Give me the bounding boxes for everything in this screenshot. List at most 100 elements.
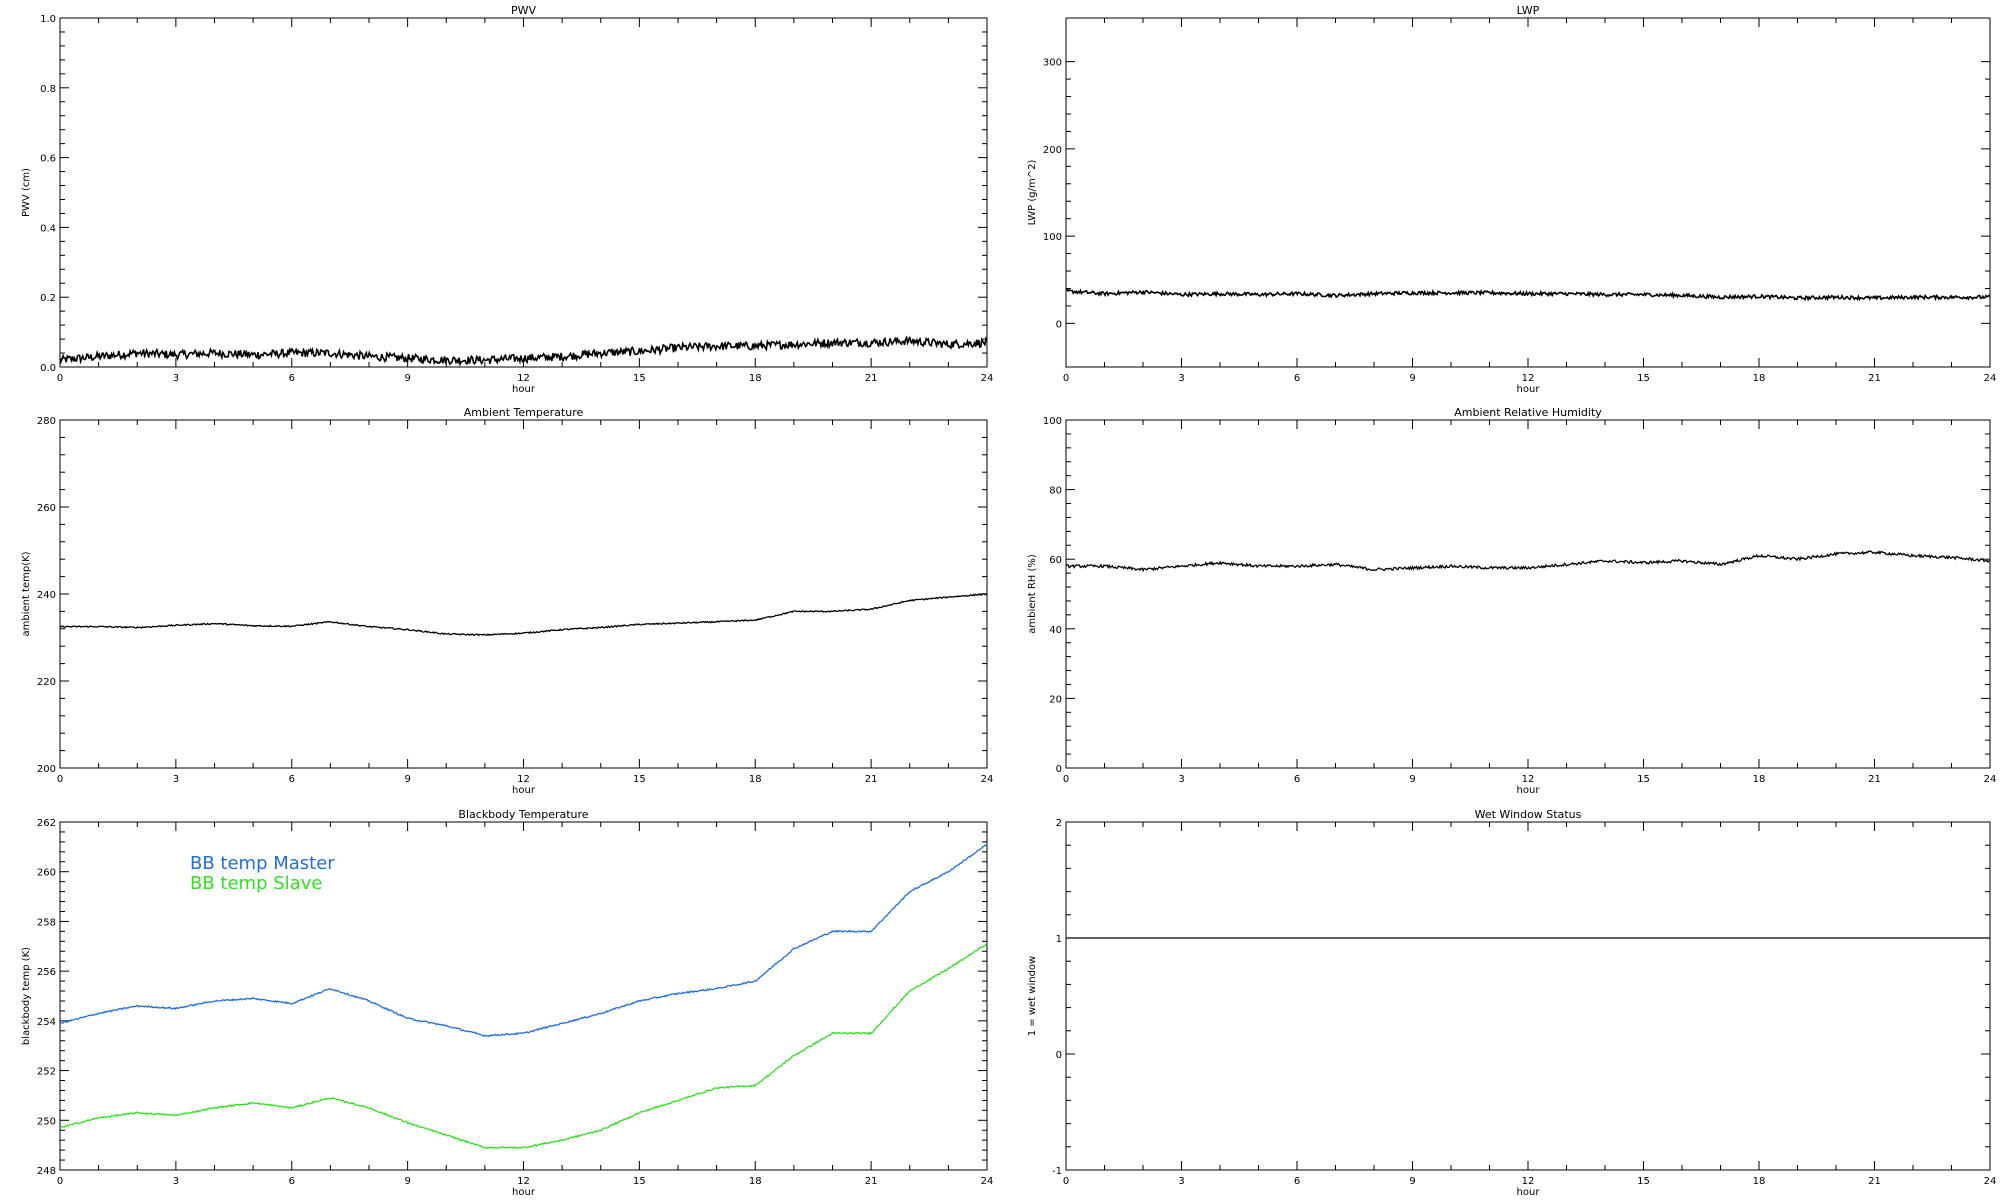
x-tick-label: 9 [404, 774, 410, 785]
x-tick-label: 12 [1522, 373, 1535, 384]
x-tick-label: 24 [1984, 774, 1997, 785]
bb-temp-slave-series-line [60, 942, 988, 1150]
plot-frame [59, 419, 988, 769]
x-tick-label: 21 [1868, 774, 1881, 785]
legend-entry: BB temp Master [190, 853, 335, 874]
x-tick-label: 18 [749, 1176, 762, 1187]
y-tick-label: 0 [1056, 1050, 1062, 1061]
y-tick-label: 200 [1043, 145, 1062, 156]
x-axis-label: hour [1517, 1187, 1541, 1198]
x-tick-label: 21 [865, 774, 878, 785]
bb-temp-master-series-line [59, 843, 988, 1038]
x-axis-label: hour [512, 785, 536, 796]
x-tick-label: 24 [981, 774, 994, 785]
x-tick-label: 6 [289, 774, 295, 785]
x-tick-label: 15 [1637, 774, 1650, 785]
y-tick-label: 100 [1043, 232, 1062, 243]
x-tick-label: 12 [1522, 1176, 1535, 1187]
x-axis-label: hour [1517, 785, 1541, 796]
blackbody-temp-chart: Blackbody Temperature 0 3 6 9 12 15 18 21 24 hour 2… [21, 808, 993, 1198]
plot-frame [59, 17, 988, 368]
x-tick-label: 18 [749, 373, 762, 384]
x-tick-label: 3 [1178, 1176, 1184, 1187]
x-tick-label: 12 [517, 774, 530, 785]
y-tick-label: 1 [1056, 934, 1062, 945]
y-axis-label: ambient temp(K) [21, 551, 32, 636]
ambient-temp-chart: Ambient Temperature 0 3 6 9 12 15 18 21 24 hour 200… [21, 406, 993, 796]
y-tick-label: 252 [37, 1067, 56, 1078]
x-tick-label: 15 [633, 1176, 646, 1187]
plot-frame [1065, 821, 1991, 1171]
x-tick-label: 6 [1294, 774, 1300, 785]
x-tick-label: 15 [1637, 1176, 1650, 1187]
x-tick-label: 15 [633, 373, 646, 384]
y-tick-label: 262 [37, 818, 56, 829]
chart-title: Ambient Temperature [464, 406, 584, 419]
x-tick-label: 3 [173, 774, 179, 785]
y-tick-label: 0.4 [40, 223, 56, 234]
y-tick-label: 80 [1049, 486, 1062, 497]
x-tick-label: 9 [1409, 373, 1415, 384]
lwp-chart: LWP 0 3 6 9 12 15 18 21 24 hour 0 100 200 300 LWP (g/m^… [1027, 4, 1996, 395]
y-tick-label: 60 [1049, 555, 1062, 566]
x-tick-label: 18 [1753, 373, 1766, 384]
chart-title: PWV [511, 4, 537, 17]
chart-title: Blackbody Temperature [458, 808, 588, 821]
x-tick-label: 0 [57, 1176, 63, 1187]
x-tick-label: 0 [1063, 373, 1069, 384]
y-tick-label: 300 [1043, 58, 1062, 69]
y-tick-label: 0.2 [40, 293, 56, 304]
y-tick-label: 0.0 [40, 363, 56, 374]
plot-frame [1065, 419, 1991, 769]
x-tick-label: 9 [404, 1176, 410, 1187]
y-tick-label: 0.8 [40, 84, 56, 95]
legend-entry: BB temp Slave [190, 873, 322, 894]
x-tick-label: 6 [1294, 1176, 1300, 1187]
y-axis-label: ambient RH (%) [1027, 554, 1038, 634]
x-axis-label: hour [512, 384, 536, 395]
chart-title: LWP [1517, 4, 1540, 17]
y-axis-label: 1 = wet window [1027, 956, 1038, 1036]
x-tick-label: 21 [865, 1176, 878, 1187]
x-tick-label: 3 [173, 1176, 179, 1187]
x-tick-label: 0 [57, 774, 63, 785]
y-tick-label: 220 [37, 677, 56, 688]
x-tick-label: 12 [517, 373, 530, 384]
y-tick-label: -1 [1052, 1166, 1062, 1177]
y-tick-label: 1.0 [40, 14, 56, 25]
x-tick-label: 15 [633, 774, 646, 785]
x-tick-label: 3 [1178, 373, 1184, 384]
y-tick-label: 240 [37, 590, 56, 601]
ambient-rh-series-line [1065, 550, 1991, 573]
y-tick-label: 256 [37, 967, 56, 978]
x-tick-label: 0 [1063, 1176, 1069, 1187]
x-tick-label: 3 [173, 373, 179, 384]
y-tick-label: 260 [37, 868, 56, 879]
y-tick-label: 40 [1049, 625, 1062, 636]
pwv-chart: PWV 0 3 6 9 12 15 18 21 24 hour 0.0 0.2 0.4 0.6 0.8 1.0 P… [21, 4, 993, 395]
x-tick-label: 21 [1868, 373, 1881, 384]
x-tick-label: 0 [57, 373, 63, 384]
y-tick-label: 0 [1056, 319, 1062, 330]
x-tick-label: 24 [1984, 373, 1997, 384]
x-tick-label: 18 [749, 774, 762, 785]
y-tick-label: 100 [1043, 416, 1062, 427]
x-tick-label: 9 [1409, 774, 1415, 785]
x-tick-label: 12 [1522, 774, 1535, 785]
x-tick-label: 6 [1294, 373, 1300, 384]
x-tick-label: 3 [1178, 774, 1184, 785]
y-tick-label: 258 [37, 917, 56, 928]
x-axis-label: hour [1517, 384, 1541, 395]
pwv-series-line [59, 335, 988, 367]
chart-title: Ambient Relative Humidity [1454, 406, 1602, 419]
y-tick-label: 200 [37, 764, 56, 775]
y-tick-label: 260 [37, 503, 56, 514]
x-tick-label: 24 [981, 373, 994, 384]
chart-title: Wet Window Status [1475, 808, 1582, 821]
y-tick-label: 2 [1056, 818, 1062, 829]
x-tick-label: 9 [404, 373, 410, 384]
x-axis-label: hour [512, 1187, 536, 1198]
x-tick-label: 24 [1984, 1176, 1997, 1187]
